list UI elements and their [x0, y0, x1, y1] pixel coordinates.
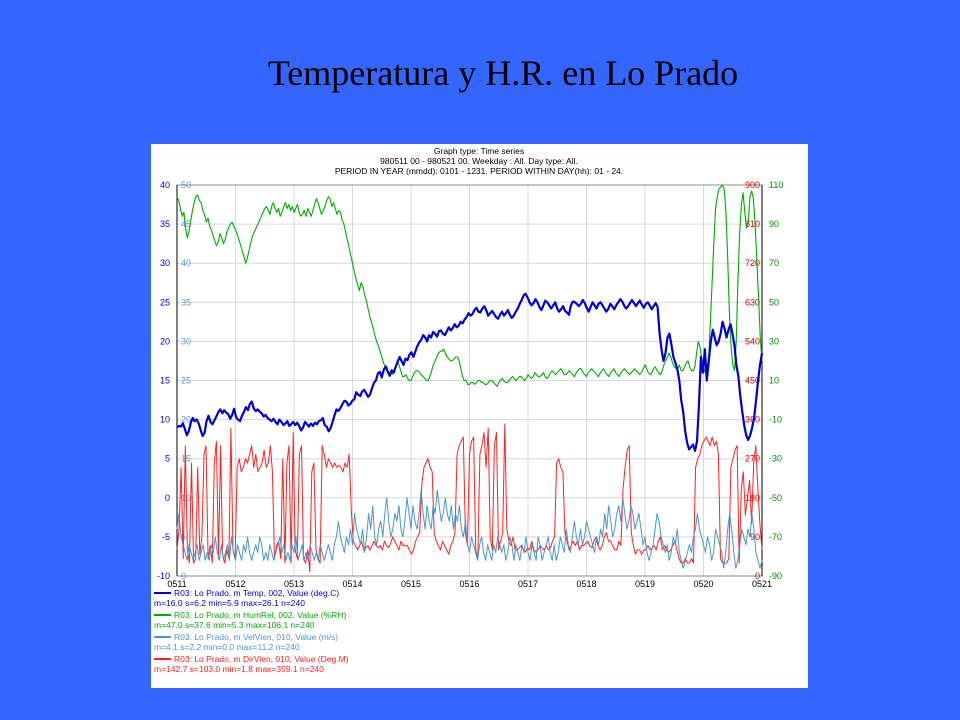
slide-title: Temperatura y H.R. en Lo Prado	[267, 53, 739, 93]
x-tick-label: 0518	[576, 579, 596, 589]
grid	[176, 184, 763, 577]
legend: R03: Lo Prado, m Temp, 002, Value (deg.C…	[154, 588, 349, 674]
temp-tick-label: 25	[160, 297, 170, 307]
temp-tick-label: 35	[160, 219, 170, 229]
chart-header-line-1: Graph type: Time series	[434, 146, 524, 156]
humidity-tick-label: 50	[769, 297, 779, 307]
temp-tick-label: 15	[160, 376, 170, 386]
x-tick-label: 0514	[342, 579, 362, 589]
x-tick-label: 0513	[284, 579, 304, 589]
legend-series-name: R03: Lo Prado, m HumRel, 002, Value (%RH…	[174, 610, 346, 620]
series-line-1	[176, 184, 763, 387]
wind-tick-label: 40	[181, 258, 191, 268]
x-tick-label: 0512	[225, 579, 245, 589]
legend-series-name: R03: Lo Prado, m VelVien, 010, Value (m/…	[174, 632, 338, 642]
x-tick-label: 0521	[752, 579, 772, 589]
direction-tick-label: 720	[745, 258, 760, 268]
temp-tick-label: 0	[165, 493, 170, 503]
x-tick-label: 0516	[459, 579, 479, 589]
direction-tick-label: 540	[745, 336, 760, 346]
series-line-2	[176, 489, 763, 569]
direction-tick-label: 810	[745, 219, 760, 229]
wind-tick-label: 35	[181, 297, 191, 307]
direction-tick-label: 450	[745, 376, 760, 386]
temp-tick-label: 30	[160, 258, 170, 268]
x-tick-label: 0517	[518, 579, 538, 589]
wind-tick-label: 30	[181, 336, 191, 346]
humidity-tick-label: 110	[769, 180, 783, 190]
humidity-tick-label: 90	[769, 219, 779, 229]
temp-tick-label: -5	[162, 532, 170, 542]
x-tick-label: 0520	[693, 579, 713, 589]
chart-header-line-2: 980511 00 - 980521 00. Weekday : All. Da…	[380, 156, 578, 166]
humidity-tick-label: -90	[769, 571, 782, 581]
x-tick-label: 0519	[635, 579, 655, 589]
legend-series-name: R03: Lo Prado, m Temp, 002, Value (deg.C…	[174, 588, 339, 598]
legend-series-name: R03: Lo Prado, m DirVien, 010, Value (De…	[174, 654, 349, 664]
wind-tick-label: 45	[181, 219, 191, 229]
legend-series-stats: m=142.7 s=103.0 min=1.8 max=359.1 n=240	[154, 664, 324, 674]
legend-series-stats: m=47.0 s=37.6 min=5.3 max=106.1 n=240	[154, 620, 315, 630]
wind-tick-label: 0	[181, 571, 186, 581]
chart-header-line-3: PERIOD IN YEAR (mmdd): 0101 - 1231. PERI…	[335, 166, 623, 176]
temp-tick-label: -10	[157, 571, 170, 581]
direction-tick-label: 360	[745, 415, 760, 425]
temp-tick-label: 10	[160, 415, 170, 425]
temp-tick-label: 5	[165, 454, 170, 464]
wind-tick-label: 50	[181, 180, 191, 190]
axes: 0511 0512 0513 0514 0515 0516 0517 0518 0519 0520…	[157, 180, 783, 589]
legend-series-stats: m=16.0 s=6.2 min=5.9 max=26.1 n=240	[154, 598, 305, 608]
x-tick-label: 0511	[167, 579, 186, 589]
series-line-0	[176, 292, 764, 452]
humidity-tick-label: -10	[769, 415, 782, 425]
humidity-tick-label: 70	[769, 258, 779, 268]
temp-tick-label: 20	[160, 336, 170, 346]
humidity-tick-label: 30	[769, 336, 779, 346]
humidity-tick-label: -30	[769, 454, 782, 464]
wind-tick-label: 25	[181, 376, 191, 386]
humidity-tick-label: -50	[769, 493, 782, 503]
chart-panel: Graph type: Time series 980511 00 - 9805…	[151, 144, 808, 688]
direction-tick-label: 630	[745, 297, 760, 307]
direction-tick-label: 0	[755, 571, 760, 581]
x-tick-label: 0515	[401, 579, 421, 589]
direction-tick-label: 270	[745, 454, 760, 464]
chart-header: Graph type: Time series 980511 00 - 9805…	[335, 146, 623, 176]
wind-tick-label: 20	[181, 415, 191, 425]
direction-tick-label: 900	[745, 180, 760, 190]
humidity-tick-label: -70	[769, 532, 782, 542]
legend-series-stats: m=4.1 s=2.2 min=0.0 max=11.2 n=240	[154, 642, 300, 652]
time-series-chart: Graph type: Time series 980511 00 - 9805…	[154, 146, 783, 674]
humidity-tick-label: 10	[769, 376, 779, 386]
temp-tick-label: 40	[160, 180, 170, 190]
series-lines	[176, 184, 764, 573]
